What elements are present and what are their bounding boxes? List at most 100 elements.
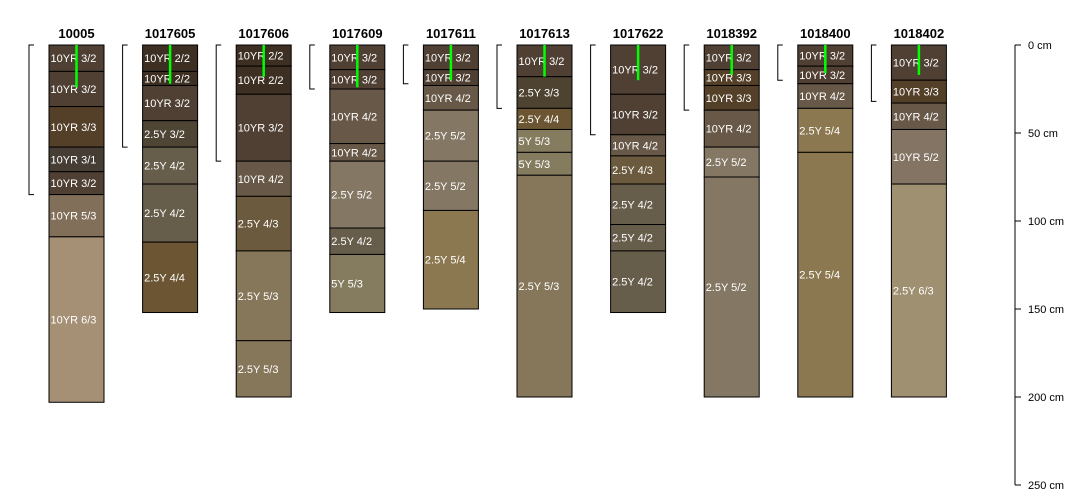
horizon-label: 2.5Y 4/2 <box>331 236 372 248</box>
profile-1017605: 1017605 10YR 2/2 10YR 2/2 10YR 3/2 2.5Y 3/2 2… <box>122 26 199 314</box>
horizon-block <box>422 209 479 310</box>
profile-id-label: 1017605 <box>145 26 196 41</box>
profile-id-label: 1017613 <box>519 26 570 41</box>
horizon-label: 10YR 3/3 <box>893 87 939 99</box>
horizon-label: 2.5Y 3/2 <box>144 129 185 141</box>
horizon-label: 2.5Y 4/3 <box>612 165 653 177</box>
horizon-label: 5Y 5/3 <box>331 278 363 290</box>
horizon-block <box>235 93 292 162</box>
horizon-label: 10YR 3/2 <box>331 74 377 86</box>
horizon-label: 2.5Y 5/4 <box>425 255 466 267</box>
profile-1018392: 1018392 10YR 3/2 10YR 3/3 10YR 3/3 10YR 4/2 2… <box>683 26 760 398</box>
horizon-block <box>422 109 479 162</box>
horizon-block <box>142 241 199 314</box>
horizon-label: 10YR 5/3 <box>51 211 97 223</box>
profile-1018402: 1018402 10YR 3/2 10YR 3/3 10YR 4/2 10YR 5/2 2… <box>870 26 947 398</box>
horizon-block <box>48 236 105 403</box>
horizon-block <box>329 227 386 255</box>
profile-id-label: 1017606 <box>238 26 289 41</box>
horizon-label: 2.5Y 5/2 <box>331 190 372 202</box>
depth-bracket <box>870 44 877 102</box>
horizon-block <box>142 84 199 122</box>
horizon-label: 2.5Y 3/3 <box>519 88 560 100</box>
horizon-label: 2.5Y 4/2 <box>144 208 185 220</box>
profile-id-label: 1017611 <box>426 26 476 41</box>
horizon-block <box>703 146 760 178</box>
horizon-block <box>329 160 386 229</box>
profile-1017609: 1017609 10YR 3/2 10YR 3/2 10YR 4/2 10YR 4/2 2… <box>309 26 386 314</box>
profile-id-label: 1017622 <box>613 26 664 41</box>
depth-tick-label: 150 cm <box>1028 304 1064 316</box>
horizon-label: 2.5Y 5/2 <box>425 131 466 143</box>
profile-1017613: 1017613 10YR 3/2 2.5Y 3/3 2.5Y 4/4 5Y 5/3 5Y … <box>496 26 573 398</box>
horizon-block <box>142 183 199 243</box>
horizon-label: 2.5Y 4/4 <box>144 272 185 284</box>
depth-bracket <box>402 44 409 85</box>
horizon-label: 10YR 3/2 <box>425 73 471 85</box>
depth-bracket <box>496 44 502 109</box>
horizon-block <box>235 340 292 398</box>
horizon-block <box>797 151 854 398</box>
horizon-block <box>610 250 667 314</box>
horizon-block <box>235 160 292 197</box>
horizon-label: 10YR 4/2 <box>238 174 284 186</box>
horizon-block <box>329 253 386 314</box>
profile-id-label: 1018400 <box>800 26 851 41</box>
depth-tick-label: 250 cm <box>1028 480 1064 492</box>
depth-tick-label: 200 cm <box>1028 392 1064 404</box>
horizon-block <box>890 102 947 130</box>
depth-bracket <box>28 44 34 196</box>
horizon-label: 10YR 5/2 <box>893 152 939 164</box>
profile-id-label: 1018402 <box>894 26 945 41</box>
horizon-label: 10YR 3/1 <box>51 154 97 166</box>
horizon-label: 10YR 4/2 <box>799 91 845 103</box>
horizon-block <box>422 84 479 111</box>
horizon-block <box>703 84 760 111</box>
horizon-block <box>329 88 386 145</box>
horizon-label: 10YR 2/2 <box>238 75 284 87</box>
horizon-label: 2.5Y 5/2 <box>706 157 747 169</box>
profile-10005: 10005 10YR 3/2 10YR 3/2 10YR 3/3 10YR 3/1 10Y… <box>28 26 105 403</box>
depth-bracket <box>309 44 315 90</box>
horizon-block <box>610 93 667 136</box>
horizon-block <box>610 224 667 252</box>
horizon-label: 2.5Y 5/4 <box>799 270 840 282</box>
horizon-label: 2.5Y 4/2 <box>612 233 653 245</box>
horizon-block <box>235 250 292 342</box>
horizon-label: 10YR 4/2 <box>893 111 939 123</box>
profile-id-label: 1017609 <box>332 26 383 41</box>
horizon-label: 10YR 2/2 <box>144 73 190 85</box>
profile-1018400: 1018400 10YR 3/2 10YR 3/2 10YR 4/2 2.5Y 5/4 2… <box>777 26 854 398</box>
horizon-label: 10YR 3/2 <box>519 56 565 68</box>
horizon-label: 5Y 5/3 <box>519 159 551 171</box>
horizon-label: 10YR 3/2 <box>612 110 658 122</box>
horizon-label: 10YR 4/2 <box>706 124 752 136</box>
horizon-label: 10YR 3/2 <box>612 65 658 77</box>
profile-1017622: 1017622 10YR 3/2 10YR 3/2 10YR 4/2 2.5Y 4/3 2… <box>590 26 667 314</box>
horizon-block <box>890 128 947 185</box>
horizon-label: 10YR 4/2 <box>331 111 377 123</box>
horizon-label: 2.5Y 5/2 <box>706 282 747 294</box>
profiles-layer: 10005 10YR 3/2 10YR 3/2 10YR 3/3 10YR 3/1 10Y… <box>28 26 947 403</box>
profile-1017606: 1017606 10YR 2/2 10YR 2/2 10YR 3/2 10YR 4/2 2… <box>215 26 292 398</box>
horizon-block <box>142 146 199 185</box>
horizon-block <box>422 160 479 211</box>
horizon-label: 10YR 3/3 <box>706 93 752 105</box>
horizon-label: 10YR 4/2 <box>425 93 471 105</box>
horizon-label: 2.5Y 4/2 <box>612 199 653 211</box>
horizon-label: 10YR 4/2 <box>612 140 658 152</box>
horizon-block <box>48 106 105 148</box>
depth-axis: 0 cm 50 cm 100 cm 150 cm 200 cm 250 cm <box>1014 40 1064 492</box>
horizon-label: 2.5Y 5/4 <box>799 125 840 137</box>
horizon-label: 2.5Y 4/4 <box>519 114 560 126</box>
profile-id-label: 1018392 <box>706 26 757 41</box>
horizon-label: 10YR 3/2 <box>425 52 471 64</box>
horizon-label: 2.5Y 4/2 <box>144 161 185 173</box>
horizon-label: 10YR 4/2 <box>331 147 377 159</box>
horizon-block <box>797 83 854 109</box>
horizon-label: 2.5Y 5/3 <box>519 281 560 293</box>
horizon-label: 10YR 2/2 <box>238 51 284 63</box>
depth-tick-label: 0 cm <box>1028 40 1052 52</box>
horizon-label: 10YR 3/3 <box>706 73 752 85</box>
